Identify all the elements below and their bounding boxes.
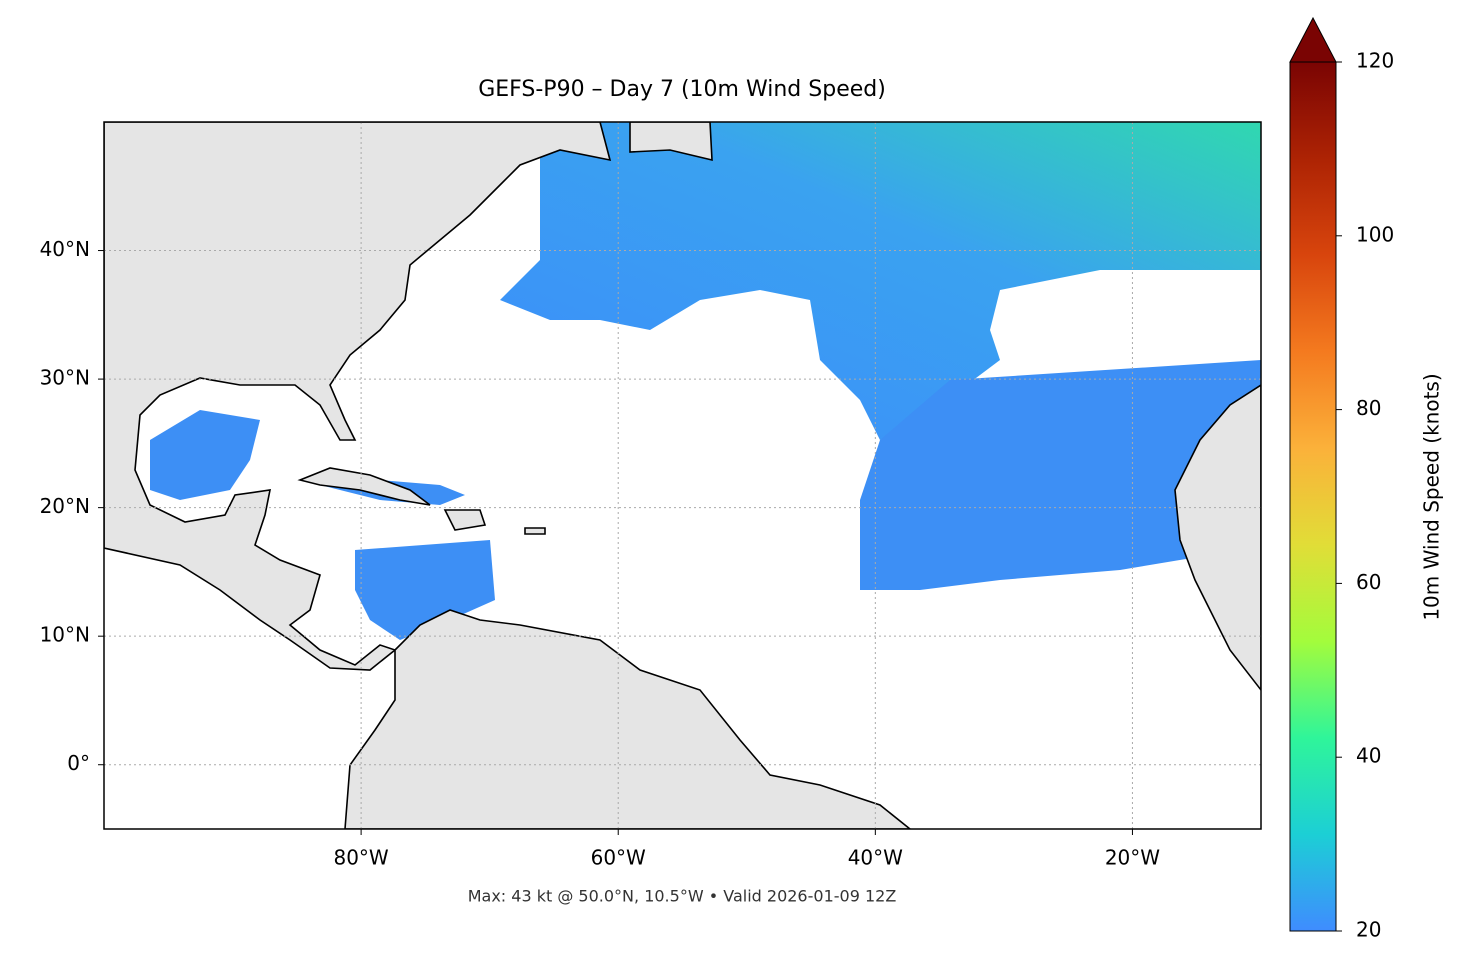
colorbar-tick-label: 20 xyxy=(1356,918,1381,942)
footnote: Max: 43 kt @ 50.0°N, 10.5°W • Valid 2026… xyxy=(468,887,897,906)
land xyxy=(297,467,431,506)
x-tick-label: 60°W xyxy=(591,846,646,870)
y-tick-label: 20°N xyxy=(40,494,90,518)
x-tick-label: 40°W xyxy=(848,846,903,870)
x-tick-label: 20°W xyxy=(1105,846,1160,870)
y-tick-label: 0° xyxy=(67,751,90,775)
y-tick-label: 30°N xyxy=(40,366,90,390)
wind-field xyxy=(500,122,1261,440)
map xyxy=(104,122,1261,829)
colorbar-extend xyxy=(1289,16,1337,63)
colorbar-tick-label: 120 xyxy=(1356,49,1394,73)
colorbar-tick-label: 100 xyxy=(1356,222,1394,246)
map-frame xyxy=(103,121,1262,830)
colorbar xyxy=(1289,61,1337,932)
wind-field xyxy=(860,360,1261,590)
y-tick-label: 40°N xyxy=(40,237,90,261)
x-tick-label: 80°W xyxy=(333,846,388,870)
land xyxy=(524,527,546,535)
land xyxy=(443,509,487,531)
chart-title: GEFS-P90 – Day 7 (10m Wind Speed) xyxy=(478,77,886,102)
land xyxy=(104,122,612,671)
y-tick-label: 10°N xyxy=(40,623,90,647)
land xyxy=(629,122,713,162)
colorbar-tick-label: 80 xyxy=(1356,396,1381,420)
colorbar-tick-label: 60 xyxy=(1356,570,1381,594)
wind-field xyxy=(150,410,260,500)
land xyxy=(344,609,912,829)
colorbar-tick-label: 40 xyxy=(1356,744,1381,768)
colorbar-label: 10m Wind Speed (knots) xyxy=(1420,373,1444,620)
land xyxy=(1174,384,1261,692)
